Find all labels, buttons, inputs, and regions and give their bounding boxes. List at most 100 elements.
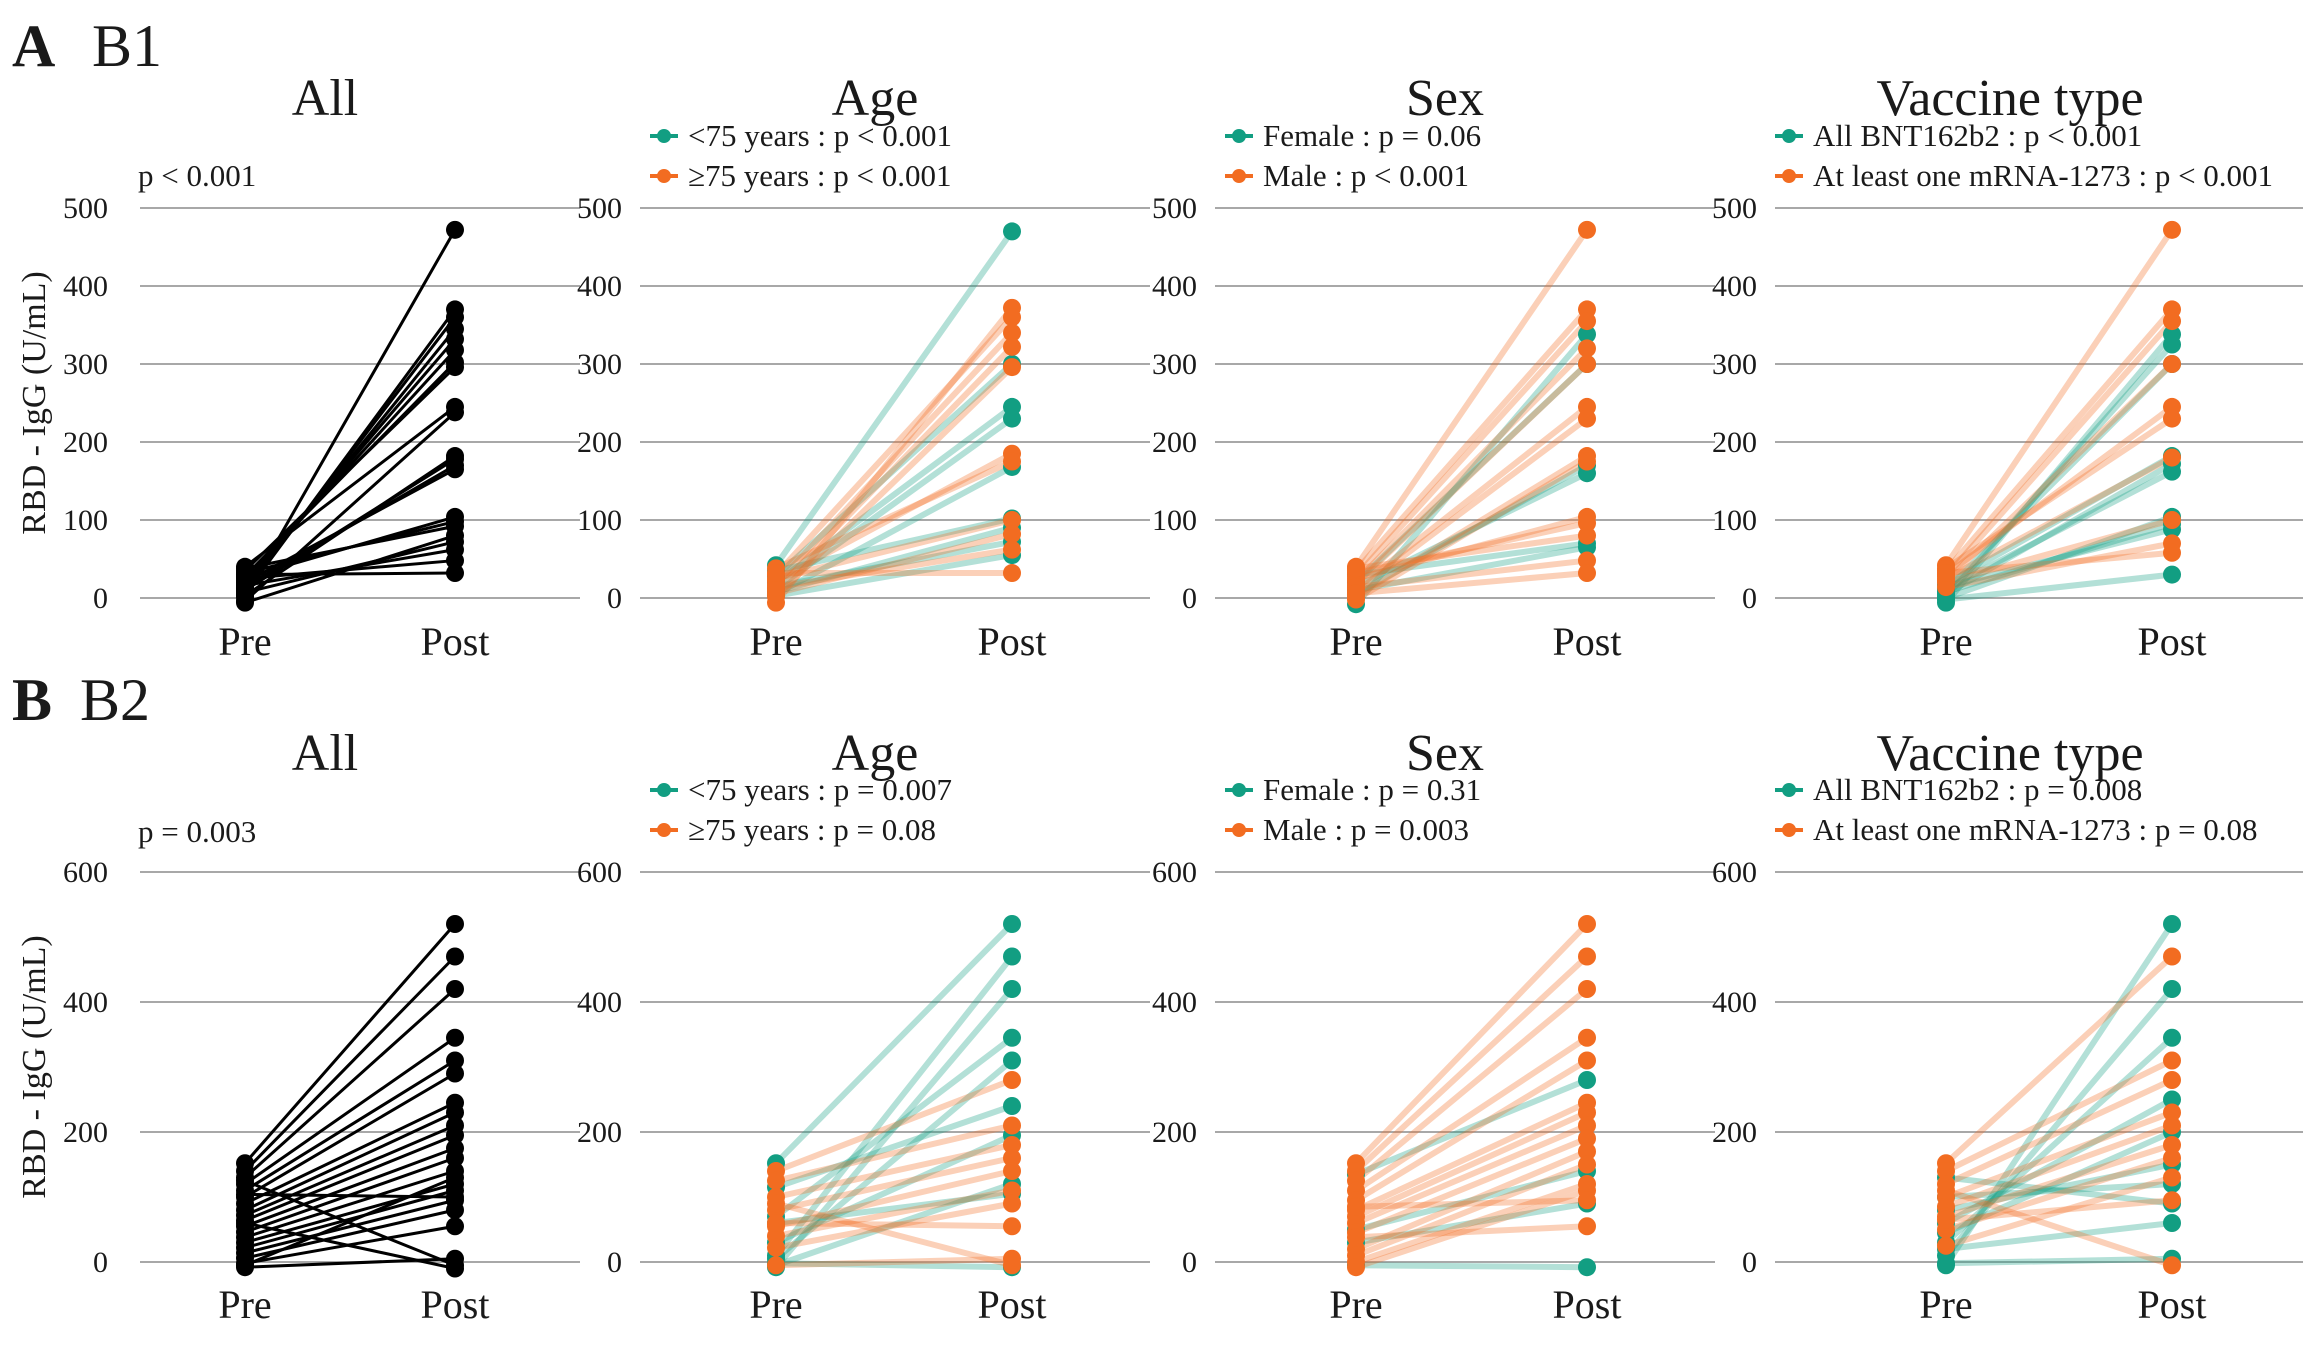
data-point-post [2163,1071,2181,1089]
y-tick-label: 400 [1712,270,1757,303]
data-point-post [1003,1181,1021,1200]
x-tick-label: Pre [1329,1282,1382,1327]
y-tick-label: 400 [63,986,108,1019]
series-line [1943,361,2175,584]
series-line [1943,1096,2175,1226]
y-axis-label: RBD - IgG (U/mL) [16,271,53,534]
y-tick-label: 100 [1712,504,1757,537]
data-point-post [2163,312,2181,331]
series-line [1943,468,2175,592]
series-line [773,1034,1015,1220]
series-line [1943,571,2175,603]
data-point-post [2163,543,2181,562]
data-point-post [446,980,464,998]
series-line [1353,462,1590,598]
series-line [1353,986,1590,1184]
series-line [773,538,1015,590]
data-point-post [1003,452,1021,471]
x-tick-label: Pre [749,1282,802,1327]
data-point-post [1003,308,1021,327]
legend-swatch-dot [1232,783,1246,797]
data-point-post [2163,915,2181,933]
series-line [1353,953,1590,1174]
data-point-pre [767,578,785,597]
y-tick-label: 0 [1182,1246,1197,1279]
data-point-post [446,551,464,570]
data-point-post [446,1028,464,1047]
y-tick-label: 200 [1712,1116,1757,1149]
y-tick-label: 200 [1152,426,1197,459]
data-point-post [1003,540,1021,559]
series-line [1353,1099,1590,1213]
series-line [1943,1174,2175,1249]
series-line [1943,540,2175,591]
data-point-post [1578,1258,1596,1277]
data-point-post [1003,1194,1021,1213]
data-point-post [1578,526,1596,545]
series-line [243,1133,457,1222]
series-line [1943,517,2175,586]
data-point-post [1578,1051,1596,1070]
x-tick-label: Post [421,619,490,664]
data-point-pre [767,1214,785,1232]
data-point-post [1003,1256,1021,1275]
series-line [1943,306,2175,574]
y-tick-label: 600 [1712,856,1757,889]
legend-swatch-dot [1232,823,1246,837]
series-line [243,1036,457,1186]
data-point-pre [236,1185,254,1204]
data-point-post [2163,1214,2181,1232]
series-line [773,515,1015,574]
series-line [773,304,1015,606]
series-line [1353,345,1590,584]
y-tick-label: 300 [1152,348,1197,381]
series-line [1943,1077,2175,1187]
y-tick-label: 500 [577,192,622,225]
data-point-post [1578,409,1596,428]
legend-entry: All BNT162b2 : p = 0.008 [1813,772,2142,807]
x-tick-label: Post [421,1282,490,1327]
data-point-post [446,915,464,933]
panel-label-b2: B2 [80,667,150,733]
data-point-post [1578,1155,1596,1174]
data-point-post [446,947,464,966]
data-point-post [2163,565,2181,584]
data-point-pre [1937,564,1955,583]
data-point-pre [767,564,785,583]
data-point-post [446,1064,464,1083]
data-point-post [2163,1116,2181,1135]
series-line [1943,921,2175,1269]
series-line [773,1168,1015,1230]
data-point-post [2163,1051,2181,1070]
series-line [773,463,1015,598]
data-point-post [2163,1136,2181,1154]
legend-entry: ≥75 years : p = 0.08 [688,812,936,847]
series-line [1353,1181,1590,1265]
series-line [243,365,457,573]
y-tick-label: 300 [577,348,622,381]
y-tick-label: 400 [1152,986,1197,1019]
data-point-post [446,403,464,422]
data-point-post [1578,220,1596,239]
data-point-pre [767,1171,785,1190]
legend-entry: Male : p < 0.001 [1263,158,1469,193]
legend-entry: Male : p = 0.003 [1263,812,1469,847]
series-line [1353,532,1590,572]
series-line [1943,1181,2175,1200]
data-point-post [2163,335,2181,354]
chart-title: All [292,70,358,127]
series-line [1943,1122,2175,1210]
data-point-post [1003,1162,1021,1180]
series-line [1353,1148,1590,1252]
chart-title: Sex [1406,725,1484,782]
y-tick-label: 200 [63,426,108,459]
data-point-post [1578,1071,1596,1089]
data-point-pre [767,1256,785,1275]
legend-entry: <75 years : p = 0.007 [688,772,952,807]
chart-1: 0 100 200 300 400 500 All RBD - IgG (U/mL) p < 0… [16,70,580,664]
series-line [1943,331,2175,606]
series-line [1943,1161,2175,1213]
data-point-post [1578,339,1596,358]
series-line [1353,544,1590,594]
data-point-post [1578,1028,1596,1047]
